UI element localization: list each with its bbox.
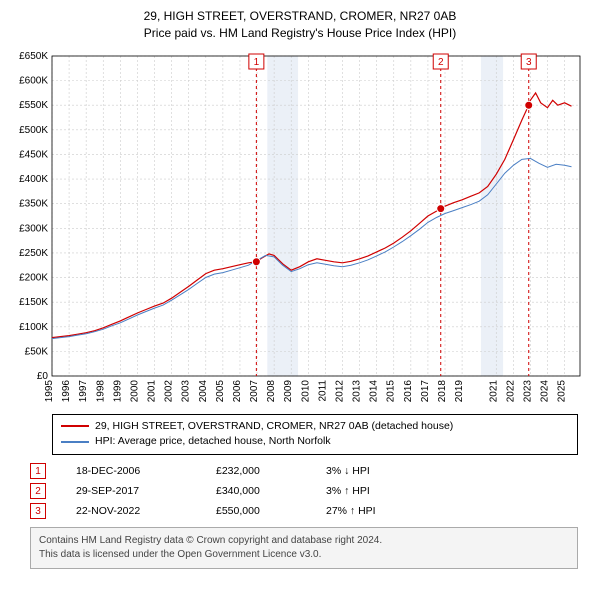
svg-text:2022: 2022 <box>505 379 516 402</box>
svg-text:£400K: £400K <box>19 174 48 185</box>
legend-swatch <box>61 425 89 427</box>
svg-text:£350K: £350K <box>19 198 48 209</box>
svg-text:£650K: £650K <box>19 51 48 62</box>
sale-price: £232,000 <box>216 465 326 477</box>
svg-text:2004: 2004 <box>198 379 209 402</box>
svg-text:2013: 2013 <box>352 379 363 402</box>
svg-text:3: 3 <box>526 57 532 68</box>
svg-text:1997: 1997 <box>78 379 89 402</box>
svg-text:2002: 2002 <box>164 379 175 402</box>
svg-text:2019: 2019 <box>454 379 465 402</box>
svg-text:2011: 2011 <box>317 379 328 401</box>
svg-text:2010: 2010 <box>300 379 311 402</box>
svg-text:2006: 2006 <box>232 379 243 402</box>
svg-text:2023: 2023 <box>522 379 533 402</box>
chart-svg: £0£50K£100K£150K£200K£250K£300K£350K£400… <box>10 48 590 408</box>
svg-text:1995: 1995 <box>44 379 55 402</box>
svg-text:£50K: £50K <box>25 346 49 357</box>
svg-text:£500K: £500K <box>19 124 48 135</box>
svg-text:£600K: £600K <box>19 75 48 86</box>
sale-price: £340,000 <box>216 485 326 497</box>
svg-text:2008: 2008 <box>266 379 277 402</box>
svg-text:2016: 2016 <box>403 379 414 402</box>
table-row: 1 18-DEC-2006 £232,000 3% ↓ HPI <box>30 463 578 479</box>
sale-hpi: 3% ↑ HPI <box>326 485 446 497</box>
sale-badge: 3 <box>30 503 46 519</box>
svg-text:1: 1 <box>254 57 260 68</box>
svg-text:2025: 2025 <box>557 379 568 402</box>
svg-text:£150K: £150K <box>19 297 48 308</box>
svg-text:£250K: £250K <box>19 248 48 259</box>
title-line-1: 29, HIGH STREET, OVERSTRAND, CROMER, NR2… <box>10 8 590 25</box>
svg-text:£100K: £100K <box>19 321 48 332</box>
sale-hpi: 27% ↑ HPI <box>326 505 446 517</box>
legend-label: 29, HIGH STREET, OVERSTRAND, CROMER, NR2… <box>95 419 453 435</box>
legend-row: 29, HIGH STREET, OVERSTRAND, CROMER, NR2… <box>61 419 569 435</box>
svg-text:1999: 1999 <box>112 379 123 402</box>
svg-text:2001: 2001 <box>147 379 158 402</box>
sale-badge: 2 <box>30 483 46 499</box>
chart-container: 29, HIGH STREET, OVERSTRAND, CROMER, NR2… <box>0 0 600 577</box>
svg-text:£300K: £300K <box>19 223 48 234</box>
chart-area: £0£50K£100K£150K£200K£250K£300K£350K£400… <box>10 48 590 408</box>
svg-text:2012: 2012 <box>334 379 345 402</box>
title-line-2: Price paid vs. HM Land Registry's House … <box>10 25 590 42</box>
svg-text:2021: 2021 <box>488 379 499 402</box>
svg-text:2005: 2005 <box>215 379 226 402</box>
svg-text:£450K: £450K <box>19 149 48 160</box>
svg-text:2015: 2015 <box>386 379 397 402</box>
sale-price: £550,000 <box>216 505 326 517</box>
svg-text:2003: 2003 <box>181 379 192 402</box>
sale-badge: 1 <box>30 463 46 479</box>
svg-text:1998: 1998 <box>95 379 106 402</box>
svg-text:2024: 2024 <box>540 379 551 402</box>
svg-text:2014: 2014 <box>369 379 380 402</box>
sale-hpi: 3% ↓ HPI <box>326 465 446 477</box>
svg-text:£200K: £200K <box>19 272 48 283</box>
svg-text:2009: 2009 <box>283 379 294 402</box>
svg-text:2017: 2017 <box>420 379 431 402</box>
sale-date: 29-SEP-2017 <box>76 485 216 497</box>
footer-line-1: Contains HM Land Registry data © Crown c… <box>39 534 569 548</box>
legend-label: HPI: Average price, detached house, Nort… <box>95 434 331 450</box>
sale-date: 18-DEC-2006 <box>76 465 216 477</box>
svg-text:1996: 1996 <box>61 379 72 402</box>
svg-text:2018: 2018 <box>437 379 448 402</box>
legend-row: HPI: Average price, detached house, Nort… <box>61 434 569 450</box>
sales-table: 1 18-DEC-2006 £232,000 3% ↓ HPI 2 29-SEP… <box>30 463 578 519</box>
table-row: 2 29-SEP-2017 £340,000 3% ↑ HPI <box>30 483 578 499</box>
table-row: 3 22-NOV-2022 £550,000 27% ↑ HPI <box>30 503 578 519</box>
footer: Contains HM Land Registry data © Crown c… <box>30 527 578 569</box>
legend-swatch <box>61 441 89 443</box>
svg-text:2007: 2007 <box>249 379 260 402</box>
legend: 29, HIGH STREET, OVERSTRAND, CROMER, NR2… <box>52 414 578 456</box>
svg-text:£550K: £550K <box>19 100 48 111</box>
footer-line-2: This data is licensed under the Open Gov… <box>39 548 569 562</box>
svg-text:2: 2 <box>438 57 444 68</box>
title-block: 29, HIGH STREET, OVERSTRAND, CROMER, NR2… <box>10 8 590 42</box>
svg-text:2000: 2000 <box>129 379 140 402</box>
sale-date: 22-NOV-2022 <box>76 505 216 517</box>
